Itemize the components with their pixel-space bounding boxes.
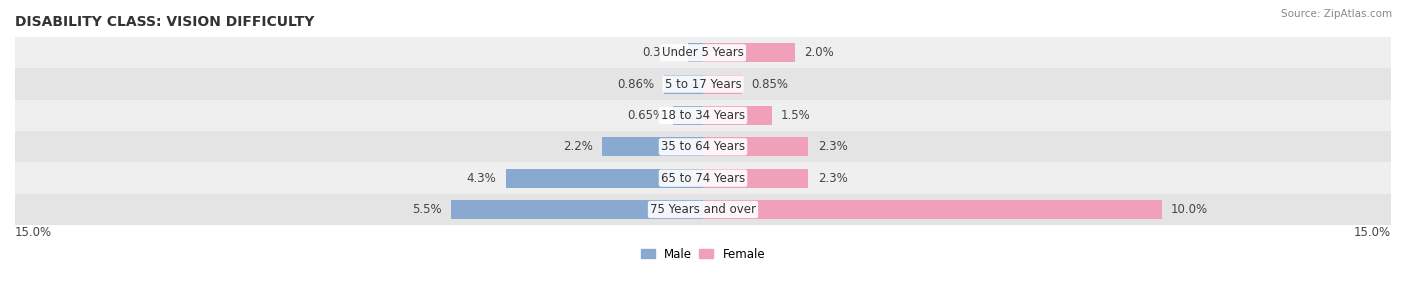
Text: 0.86%: 0.86%: [617, 78, 654, 91]
Text: Under 5 Years: Under 5 Years: [662, 46, 744, 59]
Text: 2.3%: 2.3%: [818, 172, 848, 185]
Text: 0.65%: 0.65%: [627, 109, 664, 122]
Bar: [703, 43, 794, 62]
Text: Source: ZipAtlas.com: Source: ZipAtlas.com: [1281, 9, 1392, 19]
Text: 5 to 17 Years: 5 to 17 Years: [665, 78, 741, 91]
Text: 15.0%: 15.0%: [1354, 226, 1391, 239]
Bar: [15, 162, 1391, 194]
Bar: [15, 100, 1391, 131]
Bar: [703, 137, 808, 156]
Bar: [451, 200, 703, 219]
Text: 1.5%: 1.5%: [780, 109, 811, 122]
Text: 0.32%: 0.32%: [643, 46, 679, 59]
Text: 65 to 74 Years: 65 to 74 Years: [661, 172, 745, 185]
Text: 2.0%: 2.0%: [804, 46, 834, 59]
Bar: [15, 194, 1391, 225]
Bar: [703, 169, 808, 188]
Bar: [602, 137, 703, 156]
Bar: [664, 75, 703, 94]
Text: 2.2%: 2.2%: [562, 140, 593, 153]
Text: 15.0%: 15.0%: [15, 226, 52, 239]
Text: 5.5%: 5.5%: [412, 203, 441, 216]
Text: 18 to 34 Years: 18 to 34 Years: [661, 109, 745, 122]
Bar: [506, 169, 703, 188]
Bar: [673, 106, 703, 125]
Text: 35 to 64 Years: 35 to 64 Years: [661, 140, 745, 153]
Legend: Male, Female: Male, Female: [641, 248, 765, 261]
Bar: [703, 200, 1161, 219]
Text: 10.0%: 10.0%: [1171, 203, 1208, 216]
Text: 4.3%: 4.3%: [467, 172, 496, 185]
Text: DISABILITY CLASS: VISION DIFFICULTY: DISABILITY CLASS: VISION DIFFICULTY: [15, 15, 315, 29]
Text: 75 Years and over: 75 Years and over: [650, 203, 756, 216]
Bar: [15, 131, 1391, 162]
Bar: [15, 68, 1391, 100]
Text: 2.3%: 2.3%: [818, 140, 848, 153]
Bar: [703, 75, 742, 94]
Bar: [703, 106, 772, 125]
Text: 0.85%: 0.85%: [751, 78, 789, 91]
Bar: [689, 43, 703, 62]
Bar: [15, 37, 1391, 68]
